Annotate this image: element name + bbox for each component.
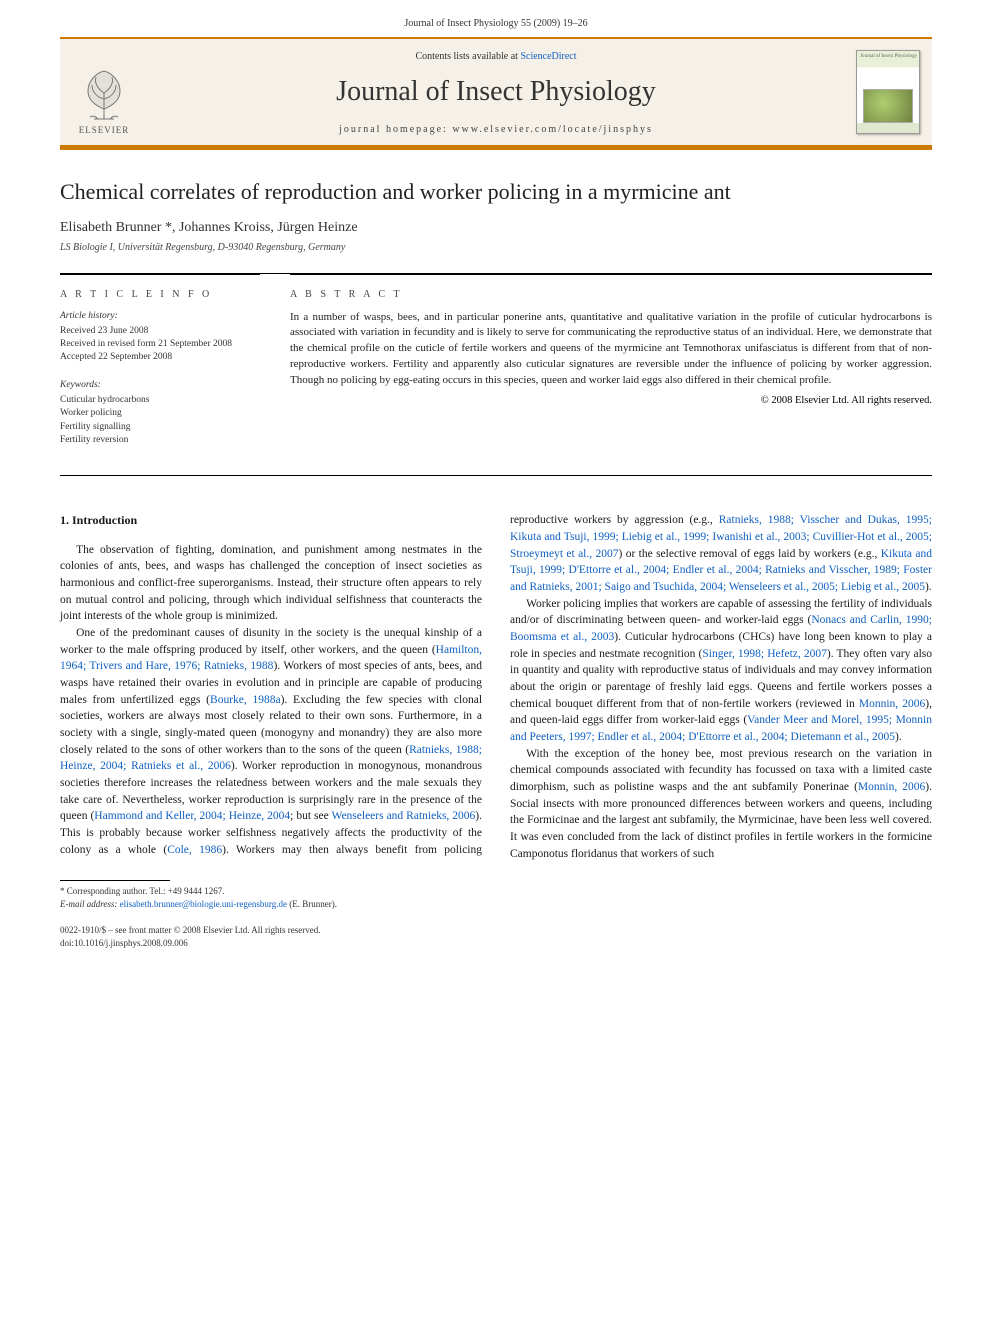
elsevier-tree-icon xyxy=(74,61,134,121)
publisher-block: ELSEVIER xyxy=(60,39,148,145)
publisher-name: ELSEVIER xyxy=(79,125,130,135)
article-history-label: Article history: xyxy=(60,310,260,323)
citation-link[interactable]: Singer, 1998; Hefetz, 2007 xyxy=(702,648,826,660)
body-paragraph: With the exception of the honey bee, mos… xyxy=(510,746,932,863)
citation-link[interactable]: Monnin, 2006 xyxy=(858,781,925,793)
journal-cover-thumbnail: Journal of Insect Physiology xyxy=(856,50,920,134)
journal-name: Journal of Insect Physiology xyxy=(148,76,844,108)
footnote-rule xyxy=(60,880,170,881)
keywords-label: Keywords: xyxy=(60,379,260,392)
sciencedirect-link[interactable]: ScienceDirect xyxy=(520,51,576,62)
article-body: 1. Introduction The observation of fight… xyxy=(60,512,932,862)
journal-banner: ELSEVIER Contents lists available at Sci… xyxy=(60,37,932,150)
contents-available-line: Contents lists available at ScienceDirec… xyxy=(148,51,844,62)
article-info-heading: A R T I C L E I N F O xyxy=(60,289,260,300)
citation-link[interactable]: Hammond and Keller, 2004; Heinze, 2004 xyxy=(94,810,290,822)
keyword: Cuticular hydrocarbons xyxy=(60,394,260,407)
footer-copyright: 0022-1910/$ – see front matter © 2008 El… xyxy=(60,924,932,937)
abstract-column: A B S T R A C T In a number of wasps, be… xyxy=(290,273,932,462)
affiliation: LS Biologie I, Universität Regensburg, D… xyxy=(60,242,932,253)
keyword: Worker policing xyxy=(60,407,260,420)
author-list: Elisabeth Brunner *, Johannes Kroiss, Jü… xyxy=(60,220,932,236)
journal-homepage-line: journal homepage: www.elsevier.com/locat… xyxy=(148,124,844,135)
history-line: Received 23 June 2008 xyxy=(60,325,260,338)
homepage-prefix: journal homepage: xyxy=(339,124,452,135)
history-line: Accepted 22 September 2008 xyxy=(60,351,260,364)
footnote-area: * Corresponding author. Tel.: +49 9444 1… xyxy=(60,880,480,910)
citation-link[interactable]: Monnin, 2006 xyxy=(859,698,925,710)
body-text: ). xyxy=(925,581,932,593)
keyword: Fertility reversion xyxy=(60,434,260,447)
info-abstract-rule xyxy=(60,475,932,476)
author-email-link[interactable]: elisabeth.brunner@biologie.uni-regensbur… xyxy=(120,899,287,909)
cover-thumb-wrap: Journal of Insect Physiology xyxy=(844,39,932,145)
corresponding-author-note: * Corresponding author. Tel.: +49 9444 1… xyxy=(60,885,480,898)
body-text: ). xyxy=(895,731,902,743)
citation-link[interactable]: Bourke, 1988a xyxy=(210,694,281,706)
citation-link[interactable]: Wenseleers and Ratnieks, 2006 xyxy=(332,810,476,822)
cover-image-icon xyxy=(863,89,913,123)
email-line: E-mail address: elisabeth.brunner@biolog… xyxy=(60,898,480,911)
running-head: Journal of Insect Physiology 55 (2009) 1… xyxy=(0,0,992,37)
body-text: One of the predominant causes of disunit… xyxy=(60,627,482,656)
email-suffix: (E. Brunner). xyxy=(287,899,337,909)
footer-doi: doi:10.1016/j.jinsphys.2008.09.006 xyxy=(60,937,932,950)
cover-title: Journal of Insect Physiology xyxy=(860,54,917,59)
article-title: Chemical correlates of reproduction and … xyxy=(60,178,932,206)
homepage-url[interactable]: www.elsevier.com/locate/jinsphys xyxy=(452,124,653,135)
banner-center: Contents lists available at ScienceDirec… xyxy=(148,39,844,145)
abstract-copyright: © 2008 Elsevier Ltd. All rights reserved… xyxy=(290,395,932,406)
abstract-text: In a number of wasps, bees, and in parti… xyxy=(290,310,932,390)
abstract-heading: A B S T R A C T xyxy=(290,289,932,300)
article-info-column: A R T I C L E I N F O Article history: R… xyxy=(60,273,260,462)
contents-prefix: Contents lists available at xyxy=(415,51,520,62)
body-paragraph: The observation of fighting, domination,… xyxy=(60,542,482,625)
body-paragraph: Worker policing implies that workers are… xyxy=(510,596,932,746)
section-heading: 1. Introduction xyxy=(60,512,482,529)
email-label: E-mail address: xyxy=(60,899,120,909)
body-text: ) or the selective removal of eggs laid … xyxy=(619,548,881,560)
citation-link[interactable]: Cole, 1986 xyxy=(167,844,222,856)
body-text: ; but see xyxy=(290,810,331,822)
keyword: Fertility signalling xyxy=(60,421,260,434)
page-footer: 0022-1910/$ – see front matter © 2008 El… xyxy=(60,924,932,949)
history-line: Received in revised form 21 September 20… xyxy=(60,338,260,351)
